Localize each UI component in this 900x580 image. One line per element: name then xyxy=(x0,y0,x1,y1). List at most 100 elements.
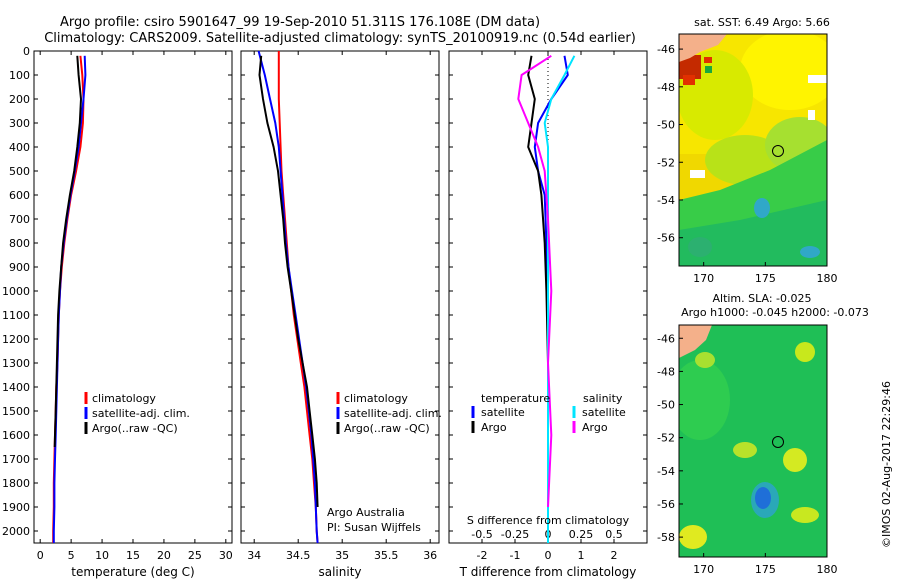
land-nz xyxy=(679,325,712,358)
legend-title-temperature: temperature xyxy=(481,392,550,405)
legend-label-satellite: satellite-adj. clim. xyxy=(92,407,190,420)
profile-marker xyxy=(772,436,784,448)
lon-tick-label: 170 xyxy=(693,563,714,576)
depth-tick-label: 500 xyxy=(9,165,30,178)
x-tick-label: -2 xyxy=(477,549,488,562)
temperature-panel: 0100200300400500600700800900100011001200… xyxy=(2,45,647,579)
sla-map-subtitle: Argo h1000: -0.045 h2000: -0.073 xyxy=(681,306,869,319)
temperature-lines xyxy=(52,55,87,543)
sst-field xyxy=(679,34,827,266)
s-tick-label: 0.5 xyxy=(605,528,623,541)
temperature-legend: climatology satellite-adj. clim. Argo(..… xyxy=(84,392,190,435)
salinity-tick-labels: 34 34.5 35 35.5 36 xyxy=(247,51,437,562)
lon-tick-label: 175 xyxy=(755,563,776,576)
depth-tick-labels: 0 100 200 300 400 500 600 700 800 900 1000 1100 1200… xyxy=(2,45,647,538)
t-difference-x-axis-label: T difference from climatology xyxy=(459,565,637,579)
salinity-plot-frame xyxy=(240,50,440,544)
salinity-x-axis-label: salinity xyxy=(318,565,361,579)
x-tick-label: 36 xyxy=(423,549,437,562)
argo-australia-label: Argo Australia xyxy=(327,506,405,519)
sla-map-title: Altim. SLA: -0.025 xyxy=(712,292,811,305)
depth-tick-label: 200 xyxy=(9,93,30,106)
lat-tick-label: -50 xyxy=(657,399,675,412)
depth-tick-label: 100 xyxy=(9,69,30,82)
lat-tick-label: -56 xyxy=(657,498,675,511)
x-tick-label: 35.5 xyxy=(374,549,399,562)
lat-tick-label: -48 xyxy=(657,365,675,378)
depth-tick-label: 1800 xyxy=(2,477,30,490)
legend-label-salinity-satellite: satellite xyxy=(582,406,626,419)
legend-label-climatology: climatology xyxy=(92,392,156,405)
sla-lon-tick-labels: 170 175 180 xyxy=(693,553,838,576)
imos-credit: ©IMOS 02-Aug-2017 22:29:46 xyxy=(880,381,893,548)
x-tick-label: 0 xyxy=(37,549,44,562)
x-tick-label: 15 xyxy=(126,549,140,562)
depth-tick-label: 1300 xyxy=(2,357,30,370)
depth-tick-label: 1100 xyxy=(2,309,30,322)
lon-tick-label: 175 xyxy=(755,272,776,285)
pi-label: PI: Susan Wijffels xyxy=(327,521,421,534)
depth-tick-label: 900 xyxy=(9,261,30,274)
lat-tick-label: -48 xyxy=(657,81,675,94)
depth-tick-label: 1700 xyxy=(2,453,30,466)
land-nz xyxy=(679,34,727,62)
lat-tick-label: -46 xyxy=(657,332,675,345)
depth-tick-label: 0 xyxy=(23,45,30,58)
depth-tick-label: 700 xyxy=(9,213,30,226)
sla-map-panel: Altim. SLA: -0.025 Argo h1000: -0.045 h2… xyxy=(657,292,869,576)
sst-lat-tick-labels: -46 -48 -50 -52 -54 -56 xyxy=(657,43,683,245)
sst-map-panel: sat. SST: 6.49 Argo: 5.66 xyxy=(657,16,838,285)
x-tick-label: 10 xyxy=(95,549,109,562)
x-tick-label: 25 xyxy=(188,549,202,562)
lat-tick-label: -52 xyxy=(657,432,675,445)
legend-label-climatology: climatology xyxy=(344,392,408,405)
depth-tick-label: 400 xyxy=(9,141,30,154)
s-tick-label: 0.25 xyxy=(569,528,594,541)
temperature-plot-frame xyxy=(33,50,233,544)
header-line-2: Climatology: CARS2009. Satellite-adjuste… xyxy=(44,31,636,46)
series-line-salinity-satellite xyxy=(543,55,576,543)
depth-tick-label: 1000 xyxy=(2,285,30,298)
sst-lon-tick-labels: 170 175 180 xyxy=(693,262,838,285)
sla-field xyxy=(679,325,827,557)
legend-label-temperature-argo: Argo xyxy=(481,421,507,434)
x-tick-label: 2 xyxy=(611,549,618,562)
series-line-argo-raw-qc- xyxy=(53,55,82,448)
depth-tick-label: 600 xyxy=(9,189,30,202)
lat-tick-label: -54 xyxy=(657,465,675,478)
depth-tick-label: 300 xyxy=(9,117,30,130)
x-tick-label: 30 xyxy=(219,549,233,562)
x-tick-label: 0 xyxy=(545,549,552,562)
lat-tick-label: -54 xyxy=(657,194,675,207)
series-line-argo-raw-qc- xyxy=(258,55,319,508)
s-tick-label: -0.5 xyxy=(471,528,492,541)
lon-tick-label: 180 xyxy=(817,272,838,285)
x-tick-label: 20 xyxy=(157,549,171,562)
profile-marker xyxy=(772,145,784,157)
legend-label-argo: Argo(..raw -QC) xyxy=(344,422,430,435)
series-line-salinity-argo xyxy=(517,54,553,508)
legend-label-argo: Argo(..raw -QC) xyxy=(92,422,178,435)
x-tick-label: 34 xyxy=(247,549,261,562)
lon-tick-label: 170 xyxy=(693,272,714,285)
depth-tick-label: 1600 xyxy=(2,429,30,442)
sla-map-frame xyxy=(678,324,828,558)
legend-label-satellite: satellite-adj. clim. xyxy=(344,407,442,420)
x-tick-label: -1 xyxy=(510,549,521,562)
series-line-temperature-argo xyxy=(527,55,549,447)
temperature-tick-labels: 0 5 10 15 20 25 30 xyxy=(37,51,233,562)
x-tick-label: 1 xyxy=(578,549,585,562)
header-line-1: Argo profile: csiro 5901647_99 19-Sep-20… xyxy=(60,15,540,30)
legend-label-temperature-satellite: satellite xyxy=(481,406,525,419)
sst-map-title: sat. SST: 6.49 Argo: 5.66 xyxy=(694,16,830,29)
depth-tick-label: 2000 xyxy=(2,525,30,538)
sla-lat-tick-labels: -46 -48 -50 -52 -54 -56 -58 xyxy=(657,332,683,544)
depth-tick-label: 1900 xyxy=(2,501,30,514)
lat-tick-label: -50 xyxy=(657,119,675,132)
lat-tick-label: -56 xyxy=(657,232,675,245)
lon-tick-label: 180 xyxy=(817,563,838,576)
salinity-panel: 34 34.5 35 35.5 36 climatology satellite-adj… xyxy=(240,50,442,579)
depth-tick-label: 800 xyxy=(9,237,30,250)
s-tick-label: -0.25 xyxy=(501,528,529,541)
depth-tick-label: 1400 xyxy=(2,381,30,394)
